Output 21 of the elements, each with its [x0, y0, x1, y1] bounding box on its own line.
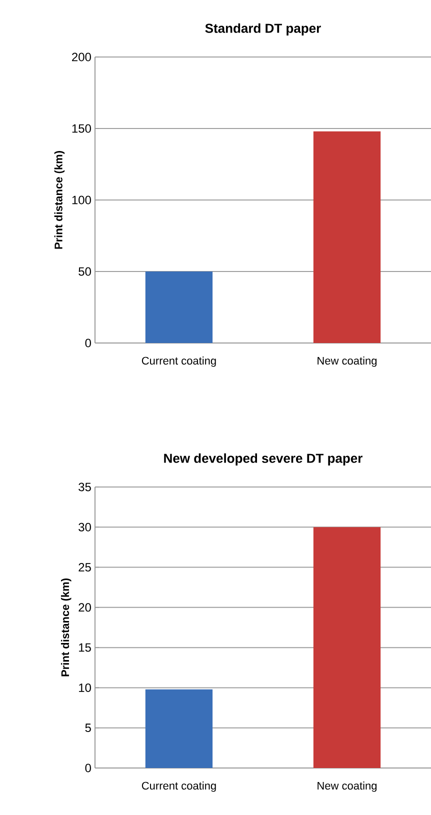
y-axis-title: Print distance (km) — [60, 578, 72, 676]
y-tick-label: 15 — [78, 643, 91, 652]
y-axis-title: Print distance (km) — [54, 151, 64, 249]
y-tick-label: 20 — [78, 603, 91, 612]
y-tick-label: 35 — [78, 482, 91, 492]
chart-title: Standard DT paper — [204, 23, 321, 36]
x-tick-label: Current coating — [142, 782, 216, 792]
y-tick-label: 100 — [72, 196, 91, 204]
y-tick-label: 150 — [72, 124, 91, 133]
y-tick-label: 30 — [78, 522, 91, 532]
x-tick-label: Current coating — [142, 356, 216, 367]
y-tick-label: 0 — [85, 338, 91, 348]
chart-title: New developed severe DT paper — [164, 453, 362, 466]
y-tick-label: 0 — [85, 764, 91, 772]
y-tick-label: 200 — [72, 52, 91, 62]
x-tick-label: New coating — [317, 356, 376, 367]
y-tick-label: 10 — [78, 683, 91, 692]
y-tick-label: 50 — [78, 267, 91, 276]
x-tick-label: New coating — [317, 782, 376, 792]
y-tick-label: 5 — [85, 724, 91, 732]
y-tick-label: 25 — [78, 563, 91, 572]
